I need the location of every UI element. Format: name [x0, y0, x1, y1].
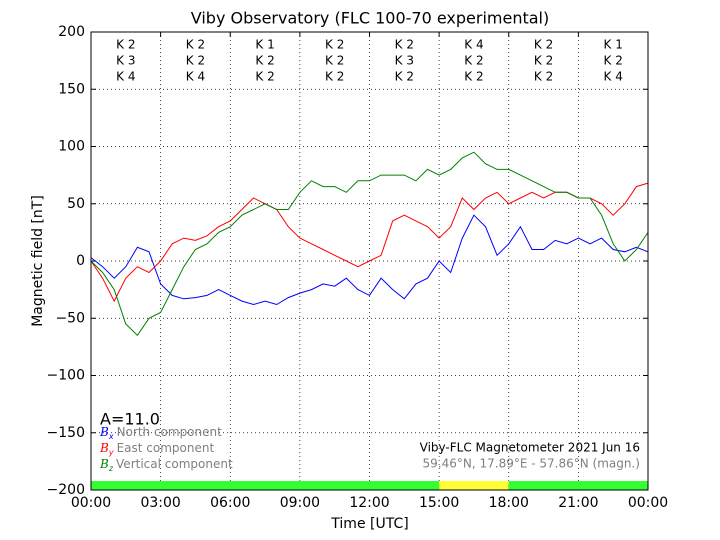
x-tick-label: 00:00	[71, 495, 111, 511]
y-tick-label: 100	[58, 139, 85, 155]
y-tick-label: −200	[47, 482, 85, 498]
x-tick-label: 12:00	[349, 495, 389, 511]
x-tick-label: 09:00	[280, 495, 320, 511]
k-index: K 2	[325, 54, 344, 68]
x-tick-label: 21:00	[558, 495, 598, 511]
y-tick-label: 150	[58, 81, 85, 97]
k-index: K 2	[534, 54, 553, 68]
plot-frame	[90, 31, 649, 491]
k-index: K 2	[186, 54, 205, 68]
legend-symbol: B	[99, 457, 109, 471]
k-index: K 2	[534, 70, 553, 84]
k-index: K 2	[534, 38, 553, 52]
y-tick-label: −150	[47, 425, 85, 441]
k-index: K 4	[604, 70, 623, 84]
y-tick-label: 0	[76, 253, 85, 269]
data-line	[90, 214, 649, 306]
chart-title: Viby Observatory (FLC 100-70 experimenta…	[191, 9, 550, 28]
legend-label: Vertical component	[116, 457, 233, 471]
y-tick-label: −100	[47, 368, 85, 384]
k-index: K 2	[395, 70, 414, 84]
legend-subscript: y	[108, 448, 114, 457]
x-tick-label: 18:00	[489, 495, 529, 511]
k-index: K 3	[395, 54, 414, 68]
k-index: K 2	[116, 38, 135, 52]
k-index: K 2	[325, 38, 344, 52]
legend-subscript: x	[108, 432, 114, 441]
data-line	[90, 151, 649, 337]
k-index: K 2	[186, 38, 205, 52]
x-tick-label: 00:00	[628, 495, 668, 511]
k-index: K 4	[464, 38, 483, 52]
legend-subscript: z	[108, 464, 114, 473]
y-tick-label: 200	[58, 24, 85, 40]
k-index: K 2	[464, 54, 483, 68]
y-axis-label: Magnetic field [nT]	[30, 195, 46, 327]
k-index: K 4	[116, 70, 135, 84]
y-tick-label: −50	[55, 310, 85, 326]
k-index: K 3	[116, 54, 135, 68]
x-tick-label: 03:00	[140, 495, 180, 511]
x-tick-label: 15:00	[419, 495, 459, 511]
k-index: K 1	[255, 38, 274, 52]
legend-entry: By East component	[99, 441, 214, 457]
legend-symbol: B	[99, 425, 109, 439]
status-segment	[91, 481, 440, 490]
status-segment	[439, 481, 509, 490]
x-axis-label: Time [UTC]	[330, 516, 408, 532]
legend-symbol: B	[99, 441, 109, 455]
k-index: K 2	[395, 38, 414, 52]
status-segment	[508, 481, 648, 490]
legend-label: North component	[117, 425, 223, 439]
location: 59.46°N, 17.89°E - 57.86°N (magn.)	[423, 457, 640, 471]
y-tick-label: 50	[67, 196, 85, 212]
k-index: K 2	[255, 70, 274, 84]
x-tick-label: 06:00	[210, 495, 250, 511]
k-index: K 2	[255, 54, 274, 68]
k-index: K 4	[186, 70, 205, 84]
k-index: K 2	[325, 70, 344, 84]
k-index: K 1	[604, 38, 623, 52]
legend-label: East component	[117, 441, 215, 455]
k-index: K 2	[604, 54, 623, 68]
activity-label: A=11.0	[100, 410, 160, 429]
legend-entry: Bz Vertical component	[99, 457, 233, 473]
annotation: Viby-FLC Magnetometer 2021 Jun 16	[420, 441, 640, 455]
k-index: K 2	[464, 70, 483, 84]
legend-entry: Bx North component	[99, 425, 222, 441]
